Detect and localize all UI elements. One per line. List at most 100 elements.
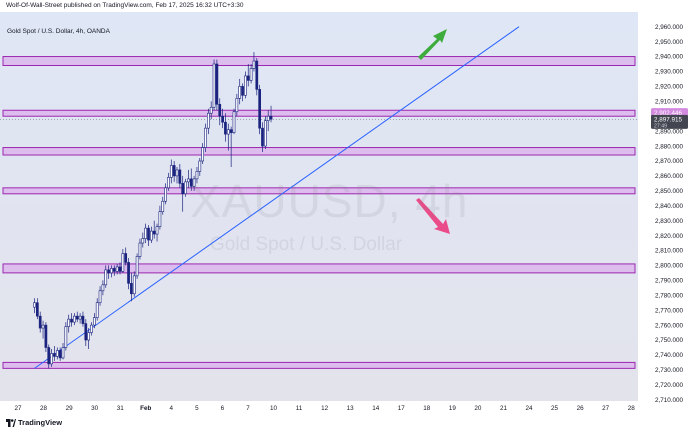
candle[interactable] xyxy=(181,175,185,212)
candle[interactable] xyxy=(84,319,88,346)
candle[interactable] xyxy=(255,58,259,96)
candle[interactable] xyxy=(201,143,205,164)
candle-body xyxy=(221,115,224,123)
candle[interactable] xyxy=(152,220,156,239)
candle[interactable] xyxy=(33,298,36,314)
candle[interactable] xyxy=(221,108,224,129)
candle[interactable] xyxy=(161,196,165,215)
price-tick-label: 2,840.000 xyxy=(655,203,684,210)
candle[interactable] xyxy=(158,205,162,230)
candle-body xyxy=(161,200,165,213)
candle[interactable] xyxy=(58,347,62,361)
horizontal-zone-4[interactable] xyxy=(2,187,636,195)
candle[interactable] xyxy=(98,286,102,306)
candle[interactable] xyxy=(244,71,247,99)
candle[interactable] xyxy=(229,126,233,167)
candlestick-chart[interactable]: 2,960.000 2,950.000 2,940.000 2,930.000 2,92… xyxy=(0,12,690,415)
candle[interactable] xyxy=(195,166,199,184)
candle[interactable] xyxy=(258,84,262,135)
candle[interactable] xyxy=(204,123,207,153)
candle[interactable] xyxy=(127,257,130,290)
candle[interactable] xyxy=(150,226,153,244)
candle[interactable] xyxy=(101,280,105,296)
candle[interactable] xyxy=(81,311,85,327)
candle[interactable] xyxy=(249,64,253,84)
candle[interactable] xyxy=(73,313,76,326)
candle[interactable] xyxy=(78,313,82,324)
candle[interactable] xyxy=(115,263,119,275)
candle[interactable] xyxy=(47,344,51,369)
candle[interactable] xyxy=(175,166,179,184)
candle[interactable] xyxy=(246,64,250,87)
horizontal-zone-2[interactable] xyxy=(2,109,636,117)
candle[interactable] xyxy=(241,83,244,102)
candle[interactable] xyxy=(235,93,239,117)
horizontal-zone-5[interactable] xyxy=(2,263,636,274)
candle[interactable] xyxy=(138,238,142,260)
candle[interactable] xyxy=(252,52,256,72)
candle[interactable] xyxy=(209,101,213,120)
candle[interactable] xyxy=(218,98,222,126)
candle[interactable] xyxy=(192,175,196,191)
candle[interactable] xyxy=(261,122,264,153)
candle[interactable] xyxy=(266,110,270,132)
candle[interactable] xyxy=(93,313,96,329)
candle[interactable] xyxy=(172,160,176,182)
candle[interactable] xyxy=(169,159,173,184)
candle[interactable] xyxy=(132,271,136,297)
candle-body xyxy=(138,242,142,257)
candle[interactable] xyxy=(141,232,145,248)
candle[interactable] xyxy=(226,123,230,151)
candle[interactable] xyxy=(124,247,128,266)
candle[interactable] xyxy=(90,322,93,336)
candle[interactable] xyxy=(238,78,242,105)
candle[interactable] xyxy=(64,322,68,351)
candle[interactable] xyxy=(135,253,139,279)
candle[interactable] xyxy=(130,272,133,302)
candle[interactable] xyxy=(144,223,148,244)
candle[interactable] xyxy=(70,313,73,327)
horizontal-zone-6[interactable] xyxy=(2,361,636,369)
candle[interactable] xyxy=(184,178,187,197)
candle[interactable] xyxy=(178,163,182,188)
candle[interactable] xyxy=(44,322,48,352)
candle[interactable] xyxy=(147,225,150,247)
candle[interactable] xyxy=(269,105,273,123)
candle[interactable] xyxy=(53,345,56,361)
candle[interactable] xyxy=(187,169,190,188)
candle[interactable] xyxy=(198,157,202,176)
candle[interactable] xyxy=(215,59,219,111)
horizontal-zone-3[interactable] xyxy=(2,147,636,156)
candle[interactable] xyxy=(75,311,79,323)
candle[interactable] xyxy=(112,265,116,276)
candle[interactable] xyxy=(67,314,71,333)
candle[interactable] xyxy=(41,320,45,339)
candle[interactable] xyxy=(189,168,193,191)
candle[interactable] xyxy=(155,223,159,242)
candle[interactable] xyxy=(164,183,167,205)
candle[interactable] xyxy=(55,347,59,360)
candle[interactable] xyxy=(95,298,99,321)
candle[interactable] xyxy=(224,113,227,142)
ascending-trendline[interactable] xyxy=(34,26,520,369)
price-tick-label: 2,790.000 xyxy=(655,278,684,285)
candle[interactable] xyxy=(107,265,110,279)
candle[interactable] xyxy=(61,343,65,360)
candle[interactable] xyxy=(121,249,125,273)
chart-panel[interactable]: 2,960.000 2,950.000 2,940.000 2,930.000 2,92… xyxy=(0,12,690,415)
candle-body xyxy=(207,112,210,129)
candle[interactable] xyxy=(87,328,90,349)
candle[interactable] xyxy=(110,265,113,278)
candle[interactable] xyxy=(118,262,122,275)
candle[interactable] xyxy=(232,108,236,135)
candle[interactable] xyxy=(212,59,216,111)
candle[interactable] xyxy=(38,311,42,333)
candle[interactable] xyxy=(167,172,170,191)
candle[interactable] xyxy=(50,348,53,367)
candle[interactable] xyxy=(263,116,267,150)
time-tick-label: 5 xyxy=(195,405,199,412)
candle[interactable] xyxy=(35,298,39,320)
candle[interactable] xyxy=(104,265,108,288)
horizontal-zone-1[interactable] xyxy=(2,56,636,66)
candle[interactable] xyxy=(207,108,210,135)
